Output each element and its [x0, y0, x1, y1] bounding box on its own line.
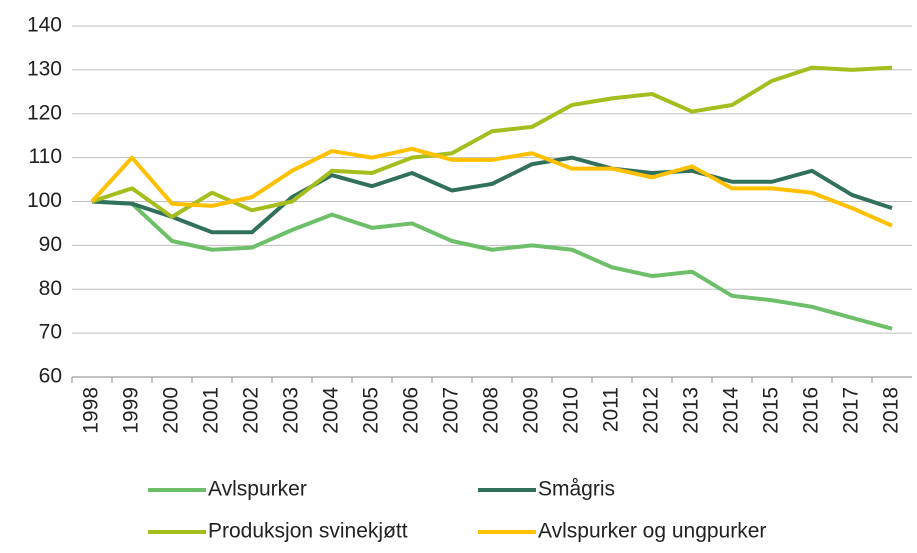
x-tick-label: 2005	[360, 387, 383, 434]
x-tick-label: 1998	[80, 387, 103, 434]
x-tick-label: 2013	[680, 387, 703, 434]
x-tick-label: 2000	[160, 387, 183, 434]
x-tick-label: 2007	[440, 387, 463, 434]
series-line	[91, 199, 893, 331]
x-tick-label: 1999	[120, 387, 143, 434]
y-tick-label: 140	[27, 14, 62, 37]
x-tick-label: 2006	[400, 387, 423, 434]
x-tick-label: 2001	[200, 387, 223, 434]
x-tick-label: 2015	[760, 387, 783, 434]
legend-label: Smågris	[538, 478, 615, 501]
x-tick-label: 2003	[280, 387, 303, 434]
series-line	[91, 155, 893, 235]
y-tick-label: 70	[39, 321, 62, 344]
legend-label: Produksjon svinekjøtt	[208, 520, 408, 543]
x-tick-label: 2010	[560, 387, 583, 434]
legend-label: Avlspurker	[208, 478, 307, 501]
x-tick-label: 2009	[520, 387, 543, 434]
x-tick-label: 2018	[880, 387, 903, 434]
y-tick-label: 130	[27, 57, 62, 80]
x-tick-label: 2017	[840, 387, 863, 434]
x-tick-label: 2014	[720, 387, 743, 434]
y-tick-label: 90	[39, 233, 62, 256]
y-tick-label: 100	[27, 189, 62, 212]
y-tick-label: 80	[39, 277, 62, 300]
y-tick-label: 60	[39, 365, 62, 388]
x-tick-label: 2008	[480, 387, 503, 434]
x-tick-label: 2016	[800, 387, 823, 434]
series-line	[90, 146, 893, 228]
y-tick-label: 110	[29, 145, 62, 168]
y-tick-label: 120	[27, 101, 62, 124]
x-tick-label: 2012	[640, 387, 663, 434]
series-line	[91, 65, 893, 219]
x-tick-label: 2011	[600, 387, 623, 432]
x-tick-label: 2002	[240, 387, 263, 434]
legend-label: Avlspurker og ungpurker	[538, 520, 766, 543]
x-tick-label: 2004	[320, 387, 343, 434]
